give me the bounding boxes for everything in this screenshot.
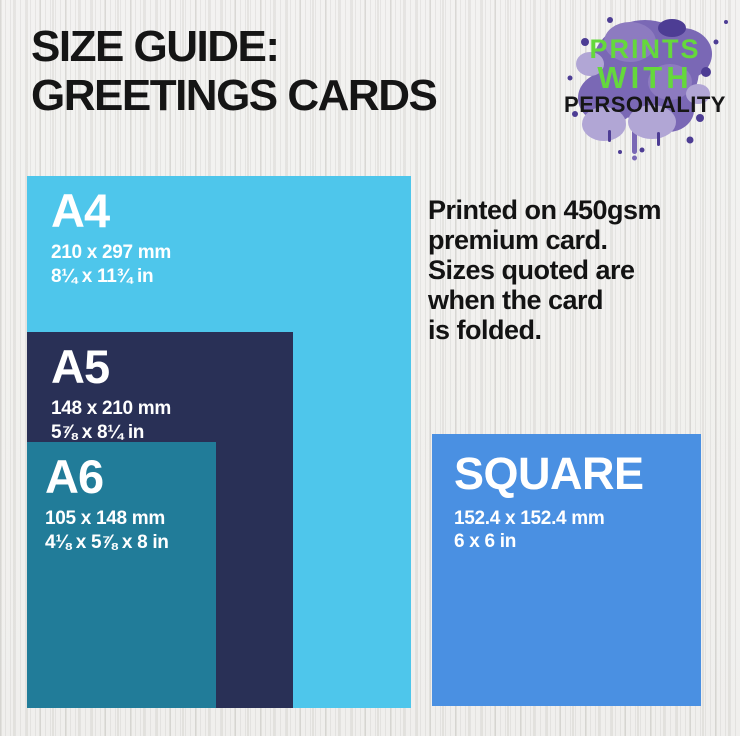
brand-logo: PRINTS WITH PERSONALITY: [550, 2, 740, 167]
a6-dimensions-mm: 105 x 148 mm: [45, 508, 165, 530]
square-size-swatch: SQUARE 152.4 x 152.4 mm 6 x 6 in: [432, 434, 701, 706]
a4-label: A4: [51, 184, 110, 237]
note-line3: Sizes quoted are: [428, 254, 635, 285]
brand-word-with: WITH: [597, 60, 693, 95]
brand-word-personality: PERSONALITY: [564, 92, 726, 118]
note-line1: Printed on 450gsm: [428, 195, 662, 225]
square-dimensions-mm: 152.4 x 152.4 mm: [454, 508, 605, 530]
a4-dimensions: 210 x 297 mm 8¼ x 11¾ in: [27, 235, 411, 287]
note-line4: when the card: [428, 284, 604, 315]
a5-dimensions-mm: 148 x 210 mm: [51, 398, 171, 420]
note-line2: premium card.: [428, 224, 608, 255]
a4-dimensions-in: 8¼ x 11¾ in: [51, 265, 154, 287]
square-label: SQUARE: [454, 448, 644, 499]
square-dimensions: 152.4 x 152.4 mm 6 x 6 in: [432, 497, 701, 553]
a6-dimensions-in: 4⅛ x 5⅞ x 8 in: [45, 531, 169, 553]
a6-dimensions: 105 x 148 mm 4⅛ x 5⅞ x 8 in: [27, 501, 216, 553]
brand-logo-text: PRINTS WITH PERSONALITY: [550, 36, 740, 119]
brand-word-prints: PRINTS: [589, 34, 701, 64]
page-title: SIZE GUIDE: GREETINGS CARDS: [31, 22, 438, 121]
a6-size-swatch: A6 105 x 148 mm 4⅛ x 5⅞ x 8 in: [27, 442, 216, 708]
a5-label: A5: [51, 340, 110, 393]
a5-dimensions: 148 x 210 mm 5⅞ x 8¼ in: [27, 391, 293, 443]
a4-dimensions-mm: 210 x 297 mm: [51, 242, 171, 264]
note-line5: is folded.: [428, 314, 542, 345]
a6-label: A6: [45, 450, 104, 503]
page-title-line1: SIZE GUIDE:: [31, 22, 280, 71]
paint-splash-icon: [567, 17, 728, 161]
square-dimensions-in: 6 x 6 in: [454, 531, 517, 553]
page-title-line2: GREETINGS CARDS: [31, 71, 438, 121]
a5-dimensions-in: 5⅞ x 8¼ in: [51, 421, 145, 443]
print-info-note: Printed on 450gsm premium card. Sizes qu…: [428, 195, 728, 346]
